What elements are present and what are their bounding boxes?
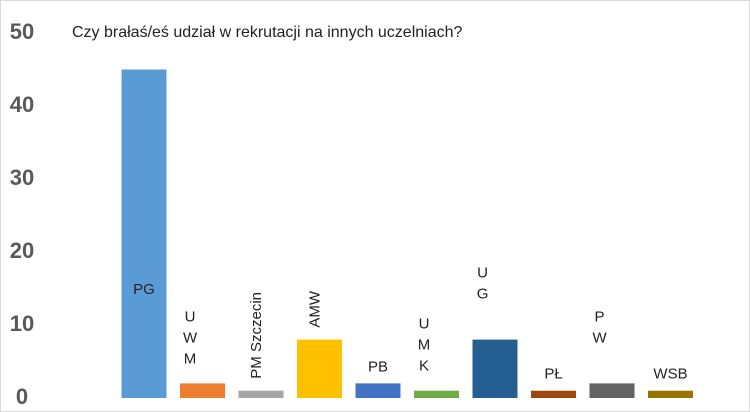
y-tick-label: 10 xyxy=(10,311,34,336)
bar-label: UMK xyxy=(416,316,433,379)
y-tick-label: 0 xyxy=(16,384,28,409)
bar xyxy=(414,390,459,398)
bar xyxy=(589,383,635,398)
bar xyxy=(238,390,284,398)
y-tick-label: 50 xyxy=(10,19,34,44)
bar-label: PB xyxy=(368,358,388,375)
bar-label: UWM xyxy=(182,308,199,371)
bar-label: PM Szczecin xyxy=(248,292,265,379)
bar xyxy=(180,383,225,398)
chart-title: Czy brałaś/eś udział w rekrutacji na inn… xyxy=(72,24,463,41)
bar-label: PŁ xyxy=(544,366,562,383)
y-tick-label: 20 xyxy=(10,238,34,263)
bar xyxy=(472,339,518,398)
bar xyxy=(648,390,693,398)
bar-label: PG xyxy=(133,281,155,298)
bar-label: PW xyxy=(591,308,608,350)
y-tick-label: 30 xyxy=(10,165,34,190)
bar xyxy=(297,339,342,398)
y-tick-label: 40 xyxy=(10,92,34,117)
bar xyxy=(121,69,167,398)
bar-label: UG xyxy=(474,265,491,307)
bar-label: AMW xyxy=(306,290,323,328)
bar-label: WSB xyxy=(653,366,687,383)
bar xyxy=(355,383,401,398)
bar xyxy=(531,390,576,398)
